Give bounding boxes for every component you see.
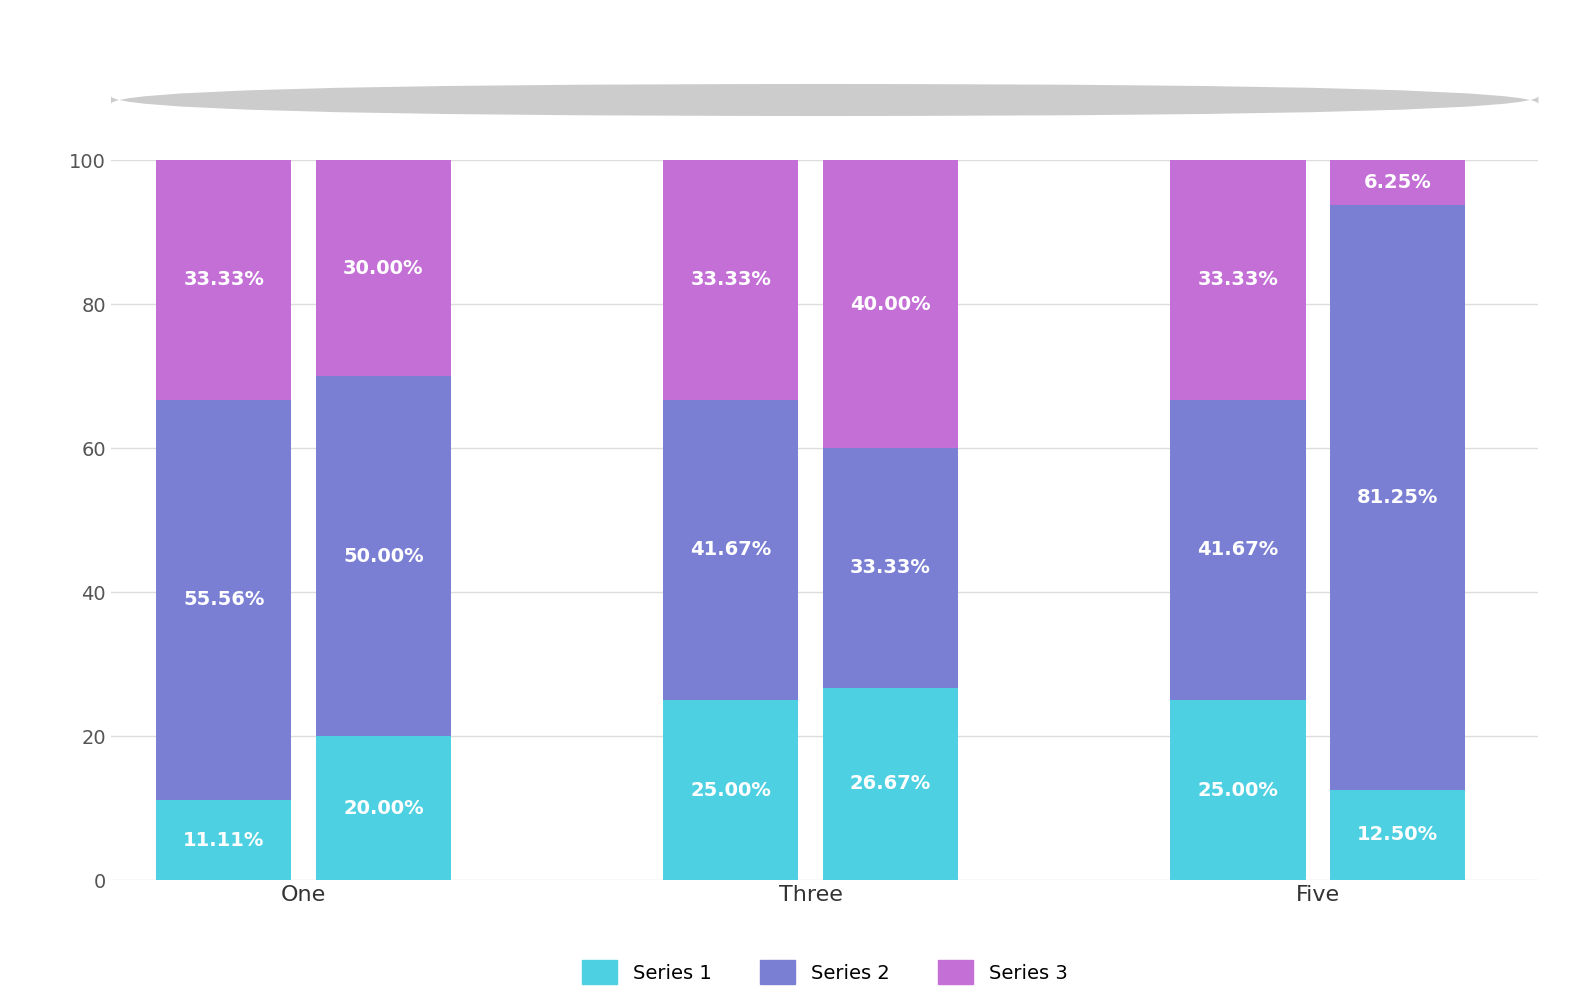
Text: 20.00%: 20.00% — [343, 798, 423, 818]
Bar — [1331, 160, 1465, 205]
Text: 12.50%: 12.50% — [1358, 826, 1439, 844]
Bar — [823, 160, 958, 448]
Bar — [823, 448, 958, 688]
Text: 55.56%: 55.56% — [182, 590, 265, 609]
Bar — [1170, 400, 1305, 700]
Text: 30.00%: 30.00% — [343, 258, 423, 277]
Text: 81.25%: 81.25% — [1358, 488, 1439, 507]
Text: 25.00%: 25.00% — [1197, 780, 1278, 800]
Legend: Series 1, Series 2, Series 3: Series 1, Series 2, Series 3 — [563, 941, 1086, 1000]
Bar — [316, 376, 450, 736]
Bar — [155, 400, 292, 800]
Text: 33.33%: 33.33% — [690, 270, 771, 289]
Text: 6.25%: 6.25% — [1364, 173, 1432, 192]
Text: 26.67%: 26.67% — [850, 774, 931, 793]
Text: 11.11%: 11.11% — [182, 831, 265, 850]
Bar — [1170, 700, 1305, 880]
Bar — [316, 160, 450, 376]
Text: 50.00%: 50.00% — [343, 546, 423, 566]
Text: 33.33%: 33.33% — [1197, 270, 1278, 289]
Text: 33.33%: 33.33% — [184, 270, 265, 289]
Bar — [663, 400, 798, 700]
Text: 41.67%: 41.67% — [1197, 540, 1278, 559]
Bar — [1170, 160, 1305, 400]
Bar — [1331, 790, 1465, 880]
Bar — [316, 736, 450, 880]
Bar — [823, 688, 958, 880]
Text: 41.67%: 41.67% — [690, 540, 771, 559]
Bar — [155, 800, 292, 880]
Text: 25.00%: 25.00% — [690, 780, 771, 800]
Bar — [1331, 205, 1465, 790]
Bar — [663, 160, 798, 400]
Text: 40.00%: 40.00% — [850, 294, 931, 314]
Bar — [155, 160, 292, 400]
Bar — [663, 700, 798, 880]
Text: 33.33%: 33.33% — [850, 558, 931, 577]
FancyBboxPatch shape — [111, 84, 1538, 116]
